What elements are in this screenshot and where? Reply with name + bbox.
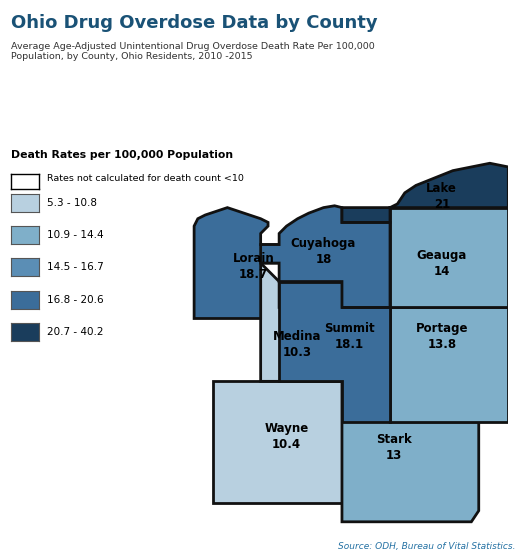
Text: Wayne
10.4: Wayne 10.4 [265,422,309,451]
Text: 16.8 - 20.6: 16.8 - 20.6 [47,295,104,305]
Text: 5.3 - 10.8: 5.3 - 10.8 [47,198,97,208]
Text: Lake
21: Lake 21 [427,182,457,211]
Text: Stark
13: Stark 13 [376,433,412,462]
Text: Ohio Drug Overdose Data by County: Ohio Drug Overdose Data by County [11,14,377,32]
Polygon shape [342,163,508,222]
Polygon shape [390,307,508,422]
Text: Average Age-Adjusted Unintentional Drug Overdose Death Rate Per 100,000
Populati: Average Age-Adjusted Unintentional Drug … [11,42,375,61]
Polygon shape [261,206,390,307]
Text: Medina
10.3: Medina 10.3 [274,330,322,359]
Polygon shape [261,263,342,382]
Text: Portage
13.8: Portage 13.8 [416,323,468,351]
Text: Cuyahoga
18: Cuyahoga 18 [291,237,356,266]
Text: Summit
18.1: Summit 18.1 [324,323,375,351]
Text: Rates not calculated for death count <10: Rates not calculated for death count <10 [47,174,244,183]
Text: Death Rates per 100,000 Population: Death Rates per 100,000 Population [11,150,232,160]
Text: Lorain
18.7: Lorain 18.7 [232,252,274,281]
Polygon shape [342,382,479,522]
Polygon shape [194,208,279,319]
Polygon shape [390,208,508,307]
Text: Source: ODH, Bureau of Vital Statistics.: Source: ODH, Bureau of Vital Statistics. [338,543,515,551]
Text: Geauga
14: Geauga 14 [417,248,467,277]
Text: 20.7 - 40.2: 20.7 - 40.2 [47,327,104,337]
Text: 14.5 - 16.7: 14.5 - 16.7 [47,262,104,272]
Polygon shape [279,281,390,422]
Polygon shape [213,382,342,504]
Text: 10.9 - 14.4: 10.9 - 14.4 [47,230,104,240]
